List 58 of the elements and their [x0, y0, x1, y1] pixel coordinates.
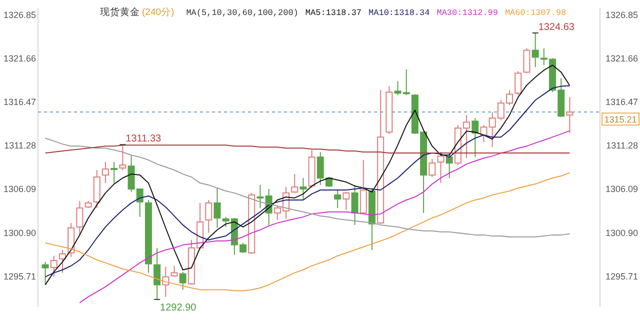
y2-tick-label: 1316.47 — [605, 96, 638, 107]
candlestick — [58, 249, 66, 274]
annotation: MA60:1307.98 — [504, 8, 566, 18]
chart-subtitle: (240分) — [142, 6, 174, 18]
annotation: MA30:1312.99 — [436, 8, 498, 18]
candlestick — [110, 162, 118, 184]
annotation: MA(5,10,30,60,100,200) — [186, 8, 298, 18]
candlestick — [446, 152, 453, 178]
candlestick — [351, 184, 358, 226]
line-series — [79, 130, 570, 304]
ref-line-label: 1315.21 — [604, 114, 637, 125]
annotation: 1324.63 — [538, 22, 575, 33]
annotation: MA5:1318.37 — [305, 8, 362, 18]
candlestick — [300, 177, 307, 200]
candlestick — [50, 255, 58, 278]
candlestick — [514, 70, 522, 96]
candlestick — [214, 187, 221, 228]
candlestick — [523, 48, 530, 74]
candlestick — [256, 184, 264, 208]
candlestick — [162, 266, 170, 298]
annotation: 1292.90 — [160, 302, 197, 314]
annotation: 1311.33 — [126, 134, 162, 145]
y2-tick-label: 1306.09 — [605, 184, 638, 194]
candlestick — [102, 162, 109, 184]
candlestick — [76, 200, 84, 236]
y-tick-label: 1306.09 — [3, 184, 36, 194]
candlestick — [291, 174, 298, 194]
candlestick — [179, 271, 186, 290]
y-tick-label: 1295.71 — [3, 271, 36, 282]
line-series — [44, 172, 570, 292]
candlestick — [437, 152, 444, 184]
candlestick — [154, 247, 161, 300]
y-tick-label: 1311.28 — [4, 140, 36, 151]
ref-line-label: 1315.21 — [602, 112, 640, 126]
candlestick — [119, 144, 126, 171]
candlestick — [532, 32, 539, 68]
y-tick-label: 1316.47 — [3, 96, 36, 107]
candlestick — [334, 190, 342, 208]
candlestick — [342, 192, 350, 210]
candlestick — [42, 261, 49, 286]
y-tick-label: 1326.85 — [3, 10, 36, 20]
candlestick — [360, 160, 367, 214]
y2-tick-label: 1326.85 — [605, 10, 638, 20]
y-tick-label: 1321.66 — [3, 53, 36, 64]
candlestick — [170, 265, 178, 278]
y2-tick-label: 1295.71 — [605, 271, 638, 282]
y2-tick-label: 1311.28 — [606, 140, 638, 151]
candlestick — [205, 200, 212, 234]
y2-tick-label: 1300.90 — [605, 228, 638, 238]
candlestick — [428, 158, 436, 178]
line-series — [44, 144, 570, 154]
candlestick — [566, 96, 574, 134]
y2-tick-label: 1321.66 — [605, 53, 638, 64]
chart-title: 现货黄金 — [100, 6, 140, 18]
candlestick — [472, 118, 479, 158]
y-tick-label: 1300.90 — [3, 228, 36, 238]
candlestick — [480, 124, 488, 143]
annotation: MA10:1318.34 — [368, 8, 430, 18]
